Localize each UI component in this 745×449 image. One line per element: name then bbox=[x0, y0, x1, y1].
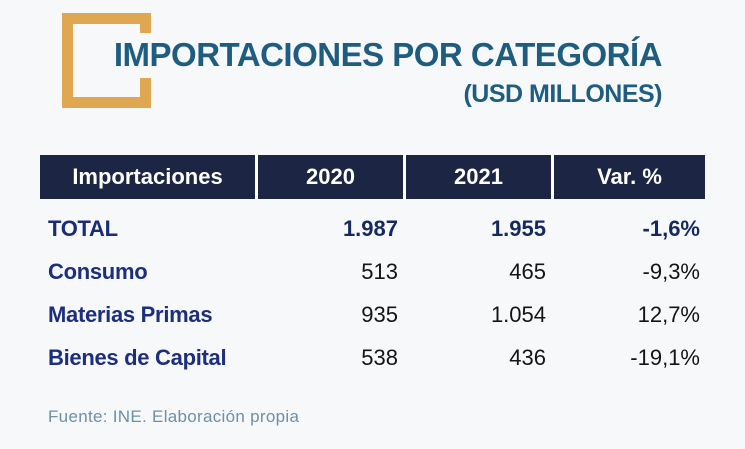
cell-var-pct: -9,3% bbox=[642, 258, 700, 284]
col-header-importaciones: Importaciones bbox=[40, 155, 255, 199]
cell-2020: 538 bbox=[361, 344, 398, 370]
cell-2020: 1.987 bbox=[342, 215, 398, 241]
page-subtitle: (USD MILLONES) bbox=[463, 80, 662, 108]
cell-2021: 436 bbox=[509, 344, 546, 370]
col-header-2020: 2020 bbox=[258, 155, 403, 199]
cell-var-pct: -19,1% bbox=[630, 344, 700, 370]
table-row-consumo: Consumo 513 465 -9,3% bbox=[40, 250, 705, 293]
cell-2021: 1.955 bbox=[490, 215, 546, 241]
cell-2021: 465 bbox=[509, 258, 546, 284]
row-label: Bienes de Capital bbox=[48, 344, 227, 370]
col-header-var-pct: Var. % bbox=[554, 155, 705, 199]
col-header-2021: 2021 bbox=[406, 155, 551, 199]
table-header-row: Importaciones 2020 2021 Var. % bbox=[40, 155, 705, 199]
imports-table: Importaciones 2020 2021 Var. % TOTAL 1.9… bbox=[40, 155, 705, 379]
source-note: Fuente: INE. Elaboración propia bbox=[48, 407, 300, 426]
table-body: TOTAL 1.987 1.955 -1,6% Consumo 513 465 … bbox=[40, 199, 705, 379]
cell-2020: 935 bbox=[361, 301, 398, 327]
table-row-total: TOTAL 1.987 1.955 -1,6% bbox=[40, 207, 705, 250]
row-label: Materias Primas bbox=[48, 301, 213, 327]
cell-2021: 1.054 bbox=[490, 301, 546, 327]
row-label: TOTAL bbox=[48, 215, 118, 241]
cell-2020: 513 bbox=[361, 258, 398, 284]
table-row-materias-primas: Materias Primas 935 1.054 12,7% bbox=[40, 293, 705, 336]
table-row-bienes-de-capital: Bienes de Capital 538 436 -19,1% bbox=[40, 336, 705, 379]
cell-var-pct: -1,6% bbox=[642, 215, 700, 241]
page-title: IMPORTACIONES POR CATEGORÍA bbox=[109, 33, 663, 78]
title-block: IMPORTACIONES POR CATEGORÍA (USD MILLONE… bbox=[80, 33, 663, 109]
cell-var-pct: 12,7% bbox=[637, 301, 700, 327]
row-label: Consumo bbox=[48, 258, 148, 284]
